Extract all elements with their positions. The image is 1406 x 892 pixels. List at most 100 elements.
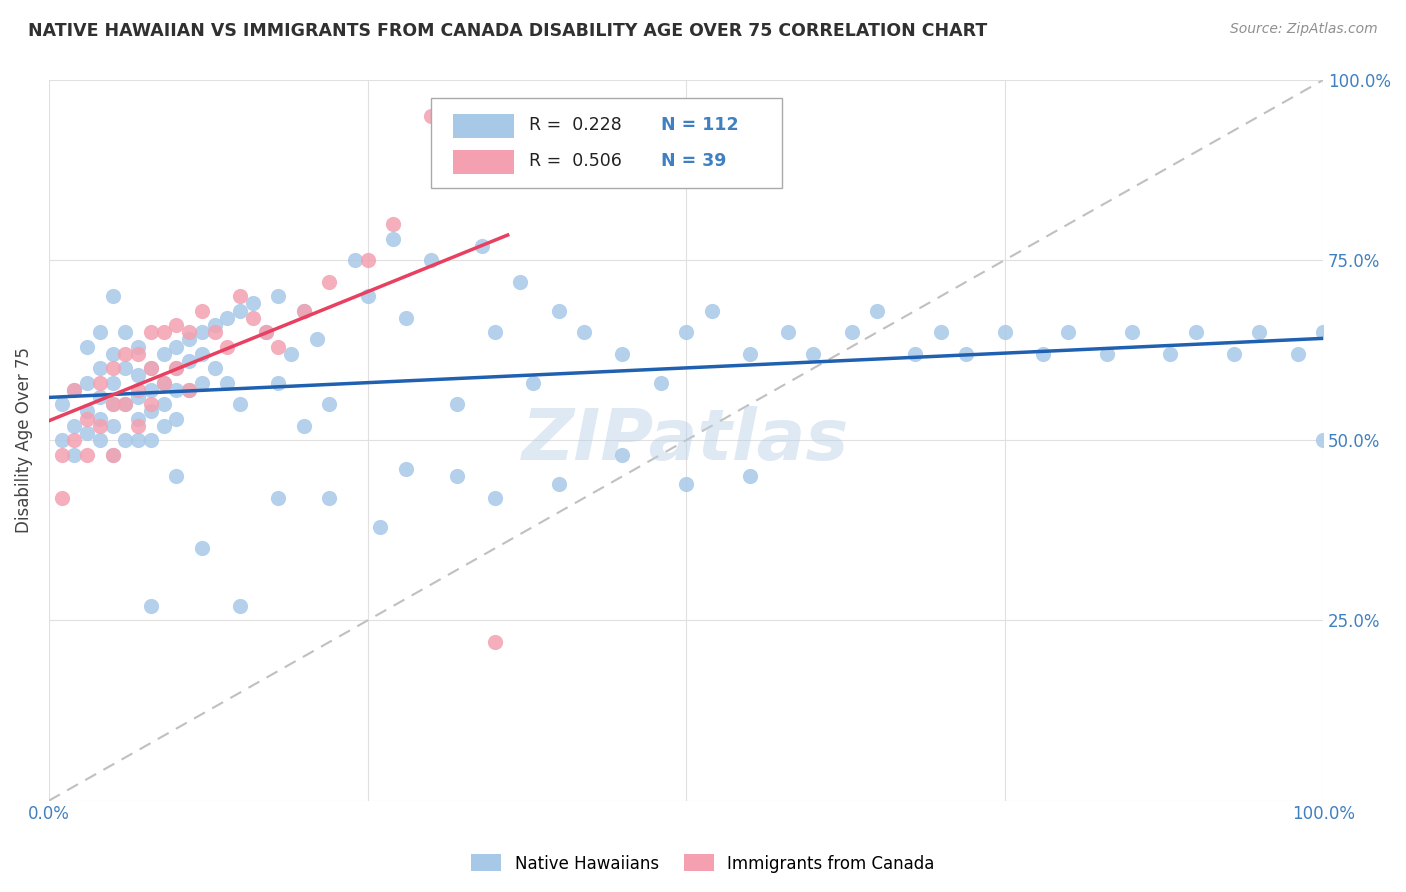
Point (522, 376, 544, 390)
Point (612, 347, 634, 361)
Point (229, 599, 252, 613)
Point (191, 376, 214, 390)
Point (280, 347, 302, 361)
Point (1095, 347, 1118, 361)
Point (101, 376, 124, 390)
Point (114, 325, 136, 339)
Point (1032, 347, 1054, 361)
Point (446, 469, 468, 483)
Point (612, 448, 634, 462)
Point (738, 469, 761, 483)
Point (101, 361, 124, 376)
Point (101, 418, 124, 433)
Point (152, 325, 174, 339)
Point (292, 303, 315, 318)
Point (63, 434, 86, 448)
Text: R =  0.228: R = 0.228 (529, 116, 621, 134)
Point (139, 325, 162, 339)
Point (152, 418, 174, 433)
Point (127, 368, 149, 383)
Point (127, 418, 149, 433)
Point (191, 303, 214, 318)
Point (675, 325, 697, 339)
Point (700, 303, 723, 318)
Point (1249, 325, 1271, 339)
Point (254, 325, 277, 339)
Point (139, 361, 162, 376)
Point (318, 491, 340, 505)
Point (89, 418, 111, 433)
Point (89, 325, 111, 339)
Point (63, 448, 86, 462)
Point (484, 325, 506, 339)
Point (904, 347, 927, 361)
Point (191, 347, 214, 361)
Point (866, 303, 889, 318)
Point (955, 347, 977, 361)
Point (191, 325, 214, 339)
Point (63, 383, 86, 397)
Point (471, 238, 494, 252)
FancyBboxPatch shape (453, 114, 515, 137)
Point (165, 361, 187, 376)
Point (114, 397, 136, 411)
Point (305, 333, 328, 347)
Point (572, 325, 595, 339)
Point (204, 318, 226, 332)
Point (318, 397, 340, 411)
Point (89, 411, 111, 425)
Point (101, 347, 124, 361)
Point (127, 390, 149, 404)
Text: Source: ZipAtlas.com: Source: ZipAtlas.com (1230, 22, 1378, 37)
Point (76, 404, 98, 418)
Point (101, 448, 124, 462)
Point (267, 340, 290, 354)
Point (76, 376, 98, 390)
Point (1223, 347, 1246, 361)
Point (356, 289, 378, 303)
Point (89, 376, 111, 390)
Point (509, 275, 531, 289)
Point (368, 520, 391, 534)
Point (318, 275, 340, 289)
Point (165, 318, 187, 332)
Text: R =  0.506: R = 0.506 (529, 152, 623, 169)
Point (267, 491, 290, 505)
Point (484, 635, 506, 649)
Point (1312, 325, 1334, 339)
Point (1057, 325, 1080, 339)
Point (292, 303, 315, 318)
Point (63, 418, 86, 433)
Point (152, 376, 174, 390)
Point (139, 397, 162, 411)
Point (191, 541, 214, 556)
Point (217, 376, 239, 390)
Point (179, 333, 201, 347)
Text: NATIVE HAWAIIAN VS IMMIGRANTS FROM CANADA DISABILITY AGE OVER 75 CORRELATION CHA: NATIVE HAWAIIAN VS IMMIGRANTS FROM CANAD… (28, 22, 987, 40)
Point (738, 347, 761, 361)
Point (114, 434, 136, 448)
Point (229, 397, 252, 411)
Point (547, 476, 569, 491)
Point (139, 404, 162, 418)
Point (343, 253, 366, 268)
Point (165, 411, 187, 425)
Text: N = 112: N = 112 (661, 116, 738, 134)
Point (267, 376, 290, 390)
Point (994, 325, 1017, 339)
Point (127, 340, 149, 354)
Point (51, 491, 73, 505)
Point (101, 448, 124, 462)
Point (776, 325, 799, 339)
Point (63, 383, 86, 397)
Point (101, 397, 124, 411)
Point (420, 109, 443, 123)
Point (76, 411, 98, 425)
Point (76, 340, 98, 354)
Point (650, 376, 672, 390)
Text: ZIPatlas: ZIPatlas (523, 406, 849, 475)
Text: N = 39: N = 39 (661, 152, 725, 169)
Point (547, 303, 569, 318)
Point (242, 310, 264, 325)
Point (179, 325, 201, 339)
